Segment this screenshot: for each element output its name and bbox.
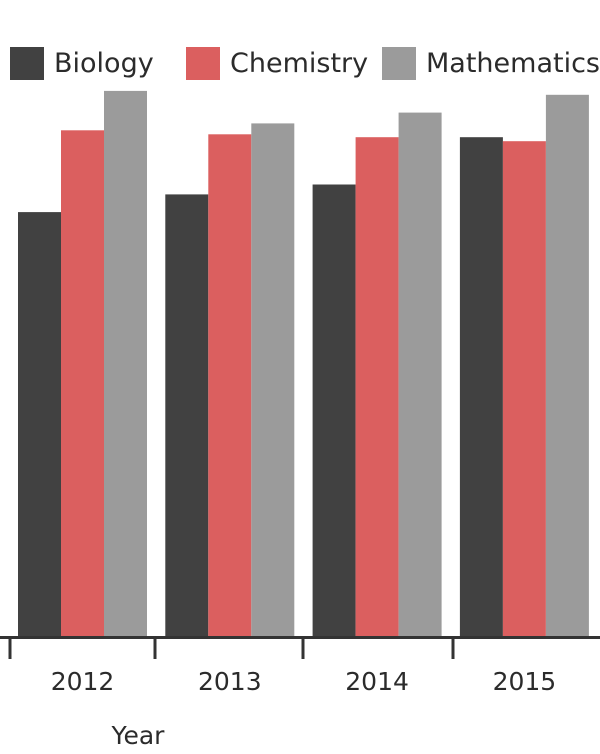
legend: Biology Chemistry Mathematics xyxy=(10,47,600,80)
bar-biology-2013 xyxy=(165,194,209,636)
bar-chemistry-2012 xyxy=(61,130,104,637)
bar-mathematics-2013 xyxy=(251,123,295,636)
legend-swatch-mathematics xyxy=(382,47,416,80)
bar-chemistry-2013 xyxy=(208,134,252,637)
legend-label-chemistry: Chemistry xyxy=(230,48,368,79)
legend-swatch-biology xyxy=(10,47,44,80)
x-axis-ticks: 2012 2013 2014 2015 xyxy=(8,636,557,696)
legend-label-mathematics: Mathematics xyxy=(426,48,600,79)
bar-biology-2014 xyxy=(312,184,356,636)
bar-chemistry-2014 xyxy=(355,137,399,636)
x-axis-title: Year xyxy=(111,721,166,750)
legend-swatch-chemistry xyxy=(186,47,220,80)
bar-biology-2012 xyxy=(18,212,61,636)
x-tick-label: 2013 xyxy=(198,667,262,696)
x-tick-label: 2014 xyxy=(345,667,409,696)
legend-label-biology: Biology xyxy=(54,48,154,79)
x-tick-label: 2015 xyxy=(493,667,557,696)
bar-mathematics-2015 xyxy=(545,94,589,637)
bars-layer xyxy=(18,90,589,637)
bar-chemistry-2015 xyxy=(502,141,546,636)
bar-mathematics-2014 xyxy=(398,112,442,637)
bar-mathematics-2012 xyxy=(104,90,147,636)
bar-biology-2015 xyxy=(459,137,503,636)
x-tick-label: 2012 xyxy=(51,667,115,696)
